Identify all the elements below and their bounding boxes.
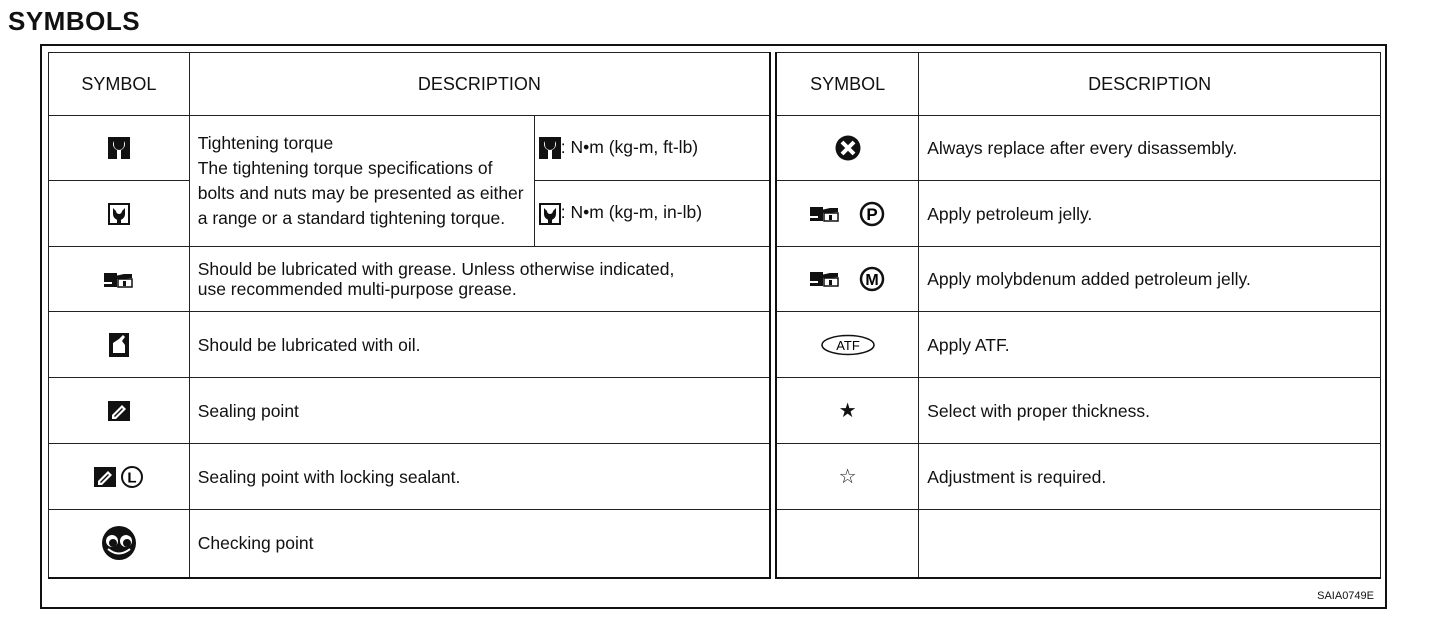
replace-x-icon <box>835 135 861 161</box>
oil-can-icon <box>108 332 129 357</box>
row-description: Should be lubricated with oil. <box>188 311 771 378</box>
table-row <box>775 509 1381 578</box>
grease-molybdenum-icon: M <box>808 266 884 292</box>
atf-icon: ATF <box>820 334 875 355</box>
table-row: P Apply petroleum jelly. <box>775 180 1381 247</box>
header-description: DESCRIPTION <box>188 52 771 116</box>
star-outline-icon: ☆ <box>775 443 920 510</box>
locking-letter: L <box>127 469 136 486</box>
row-description: Always replace after every disassembly. <box>918 115 1381 181</box>
symbols-table-frame <box>40 44 1387 609</box>
checking-eyes-icon <box>101 526 136 561</box>
header-symbol: SYMBOL <box>48 52 190 116</box>
row-description: Sealing point with locking sealant. <box>188 443 771 510</box>
page-title: SYMBOLS <box>8 6 141 36</box>
row-description: Should be lubricated with grease. Unless… <box>188 246 771 312</box>
table-row: : N•m (kg-m, in-lb) <box>48 180 771 247</box>
table-row: ATF Apply ATF. <box>775 311 1381 378</box>
table-row: Always replace after every disassembly. <box>775 115 1381 181</box>
empty-symbol-cell <box>775 509 920 578</box>
torque-wrench-inlb-icon <box>107 202 130 225</box>
empty-description-cell <box>918 509 1381 578</box>
sealant-icon <box>107 401 130 422</box>
torque-description: Tightening torque The tightening torque … <box>188 115 535 247</box>
star-filled-icon: ★ <box>775 377 920 444</box>
grease-gun-icon <box>103 271 133 288</box>
table-row: ☆ Adjustment is required. <box>775 443 1381 510</box>
sealant-locking-icon: L <box>93 465 143 488</box>
grease-petroleum-icon: P <box>808 201 884 226</box>
row-description: Apply molybdenum added petroleum jelly. <box>918 246 1381 312</box>
torque-unit-inlb: : N•m (kg-m, in-lb) <box>560 202 703 223</box>
torque-unit-ftlb: : N•m (kg-m, ft-lb) <box>560 136 699 157</box>
atf-label: ATF <box>836 338 860 353</box>
symbols-table-right: SYMBOL DESCRIPTION Always replace after … <box>775 52 1381 579</box>
row-description: Adjustment is required. <box>918 443 1381 510</box>
table-row: Should be lubricated with oil. <box>48 311 771 378</box>
figure-code: SAIA0749E <box>1317 590 1374 602</box>
table-row: Should be lubricated with grease. Unless… <box>48 246 771 312</box>
molybdenum-letter: M <box>865 272 878 289</box>
row-description: Apply ATF. <box>918 311 1381 378</box>
torque-wrench-inlb-icon <box>538 202 561 225</box>
table-row: Checking point <box>48 509 771 578</box>
torque-wrench-icon <box>538 137 561 160</box>
table-row: M Apply molybdenum added petroleum jelly… <box>775 246 1381 312</box>
header-description: DESCRIPTION <box>918 52 1381 116</box>
table-row: Tightening torque The tightening torque … <box>48 115 771 247</box>
row-description: Checking point <box>188 509 771 578</box>
header-symbol: SYMBOL <box>775 52 920 116</box>
table-row: ★ Select with proper thickness. <box>775 377 1381 444</box>
row-description: Select with proper thickness. <box>918 377 1381 444</box>
torque-wrench-icon <box>107 137 130 160</box>
petroleum-letter: P <box>866 205 877 224</box>
row-description: Sealing point <box>188 377 771 444</box>
symbols-table-left: SYMBOL DESCRIPTION Tightening torque The… <box>48 52 771 579</box>
table-row: L Sealing point with locking sealant. <box>48 443 771 510</box>
table-row: Sealing point <box>48 377 771 444</box>
row-description: Apply petroleum jelly. <box>918 180 1381 247</box>
